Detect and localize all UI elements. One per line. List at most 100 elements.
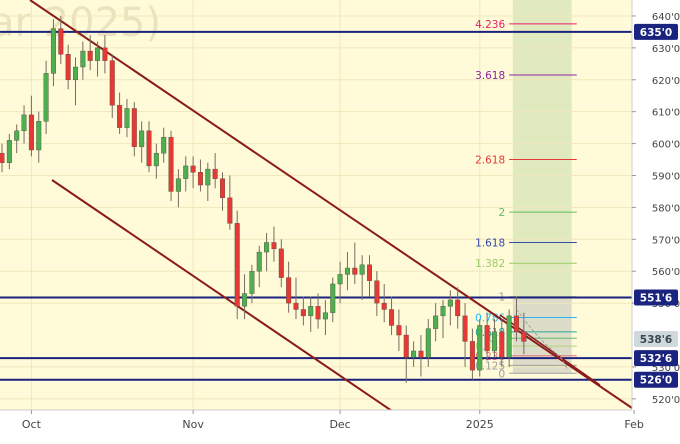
- time-tick-label: Dec: [329, 418, 350, 431]
- time-tick-label: 2025: [466, 418, 494, 431]
- price-tick-label: 620'0: [652, 76, 680, 87]
- candle-body: [447, 299, 453, 307]
- candle-body: [14, 130, 20, 141]
- candle-body: [43, 73, 49, 122]
- price-axis-background: [632, 0, 680, 440]
- fib-label: 0.786: [475, 312, 505, 324]
- candle-body: [117, 105, 123, 128]
- candle-body: [131, 108, 137, 147]
- candle-body: [367, 264, 373, 281]
- candle-body: [469, 341, 475, 371]
- candle-body: [396, 325, 402, 336]
- candle-body: [337, 274, 343, 285]
- candle-body: [36, 121, 42, 151]
- candle-body: [65, 54, 71, 80]
- candle-body: [352, 267, 358, 275]
- candle-body: [374, 280, 380, 304]
- candle-body: [433, 315, 439, 329]
- candle-body: [381, 302, 387, 310]
- candle-body: [168, 136, 174, 192]
- time-axis[interactable]: Oct Nov Dec 2025 Feb: [0, 409, 680, 440]
- fib-label: 2.618: [475, 155, 505, 167]
- candle-body: [315, 306, 321, 320]
- candle-body: [344, 267, 350, 275]
- time-tick-label: Oct: [22, 418, 42, 431]
- candle-body: [308, 306, 314, 317]
- price-level-tag-label: 526'0: [640, 375, 672, 387]
- last-price-tag-label: 538'6: [640, 334, 672, 346]
- candle-body: [286, 277, 292, 304]
- price-tick-label: 560'0: [652, 267, 680, 278]
- candle-body: [0, 152, 5, 163]
- candle-body: [359, 264, 365, 275]
- candle-body: [190, 165, 196, 173]
- projection-zone: [512, 0, 572, 374]
- fib-label: 1.618: [475, 237, 505, 249]
- price-level-tag: [634, 350, 678, 367]
- candle-body: [28, 114, 34, 151]
- time-axis-background: [0, 410, 680, 440]
- candle-body: [58, 28, 64, 55]
- price-tick-label: 600'0: [652, 140, 680, 151]
- fib-label: 1.382: [475, 258, 505, 270]
- price-tick-label: 590'0: [652, 171, 680, 182]
- candle-body: [212, 168, 218, 179]
- time-tick-label: Feb: [624, 418, 643, 431]
- candle-body: [425, 328, 431, 358]
- channel-upper-line: [29, 0, 633, 409]
- candle-body: [477, 325, 483, 371]
- fib-label: 0.125: [475, 360, 505, 372]
- candle-body: [293, 302, 299, 310]
- candle-body: [197, 172, 203, 186]
- price-tick-label: 520'0: [652, 395, 680, 406]
- candle-body: [491, 331, 497, 352]
- fib-label: 2: [498, 207, 505, 219]
- price-tick-label: 630'0: [652, 44, 680, 55]
- candle-body: [146, 130, 152, 167]
- candle-body: [264, 242, 270, 253]
- candle-body: [300, 309, 306, 317]
- candle-body: [249, 271, 255, 294]
- candle-body: [278, 248, 284, 278]
- candle-body: [455, 299, 461, 317]
- candle-body: [183, 165, 189, 179]
- candle-body: [21, 114, 27, 132]
- price-tick-label: 640'0: [652, 12, 680, 23]
- candle-body: [80, 50, 86, 68]
- candle-body: [330, 283, 336, 313]
- candle-body: [506, 315, 512, 358]
- price-axis[interactable]: 640'0 630'0 620'0 610'0 600'0 590'0 580'0 570'0…: [631, 0, 680, 440]
- candle-body: [175, 178, 181, 192]
- candle-body: [6, 140, 12, 163]
- fib-label: 4.236: [475, 19, 505, 31]
- candle-body: [72, 66, 78, 80]
- price-tick-label: 610'0: [652, 108, 680, 119]
- price-level-tag-label: 532'6: [640, 353, 672, 365]
- candle-body: [50, 28, 56, 74]
- candle-body: [322, 312, 328, 320]
- last-price-tag: [634, 331, 678, 348]
- candle-body: [109, 60, 115, 106]
- projection-zone-upper: [512, 0, 572, 297]
- candle-body: [153, 152, 159, 167]
- channel-lower-line: [51, 179, 393, 412]
- watermark-text: ar 2025): [0, 0, 161, 46]
- forecast-line: [516, 309, 569, 371]
- candle-body: [161, 136, 167, 154]
- candles: [0, 15, 527, 383]
- candle-body: [514, 315, 520, 333]
- candle-body: [271, 242, 277, 250]
- candle-body: [462, 315, 468, 342]
- forecast-path: [516, 309, 569, 371]
- price-tick-label: 530'0: [652, 363, 680, 374]
- fib-label: 0.618: [475, 327, 505, 339]
- candle-body: [521, 331, 527, 342]
- candle-body: [219, 178, 225, 199]
- price-level-tag-label: 551'6: [640, 293, 672, 305]
- fib-label: 3.618: [475, 70, 505, 82]
- horizontal-levels: [0, 30, 632, 381]
- candle-body: [139, 130, 145, 147]
- candle-body: [440, 306, 446, 317]
